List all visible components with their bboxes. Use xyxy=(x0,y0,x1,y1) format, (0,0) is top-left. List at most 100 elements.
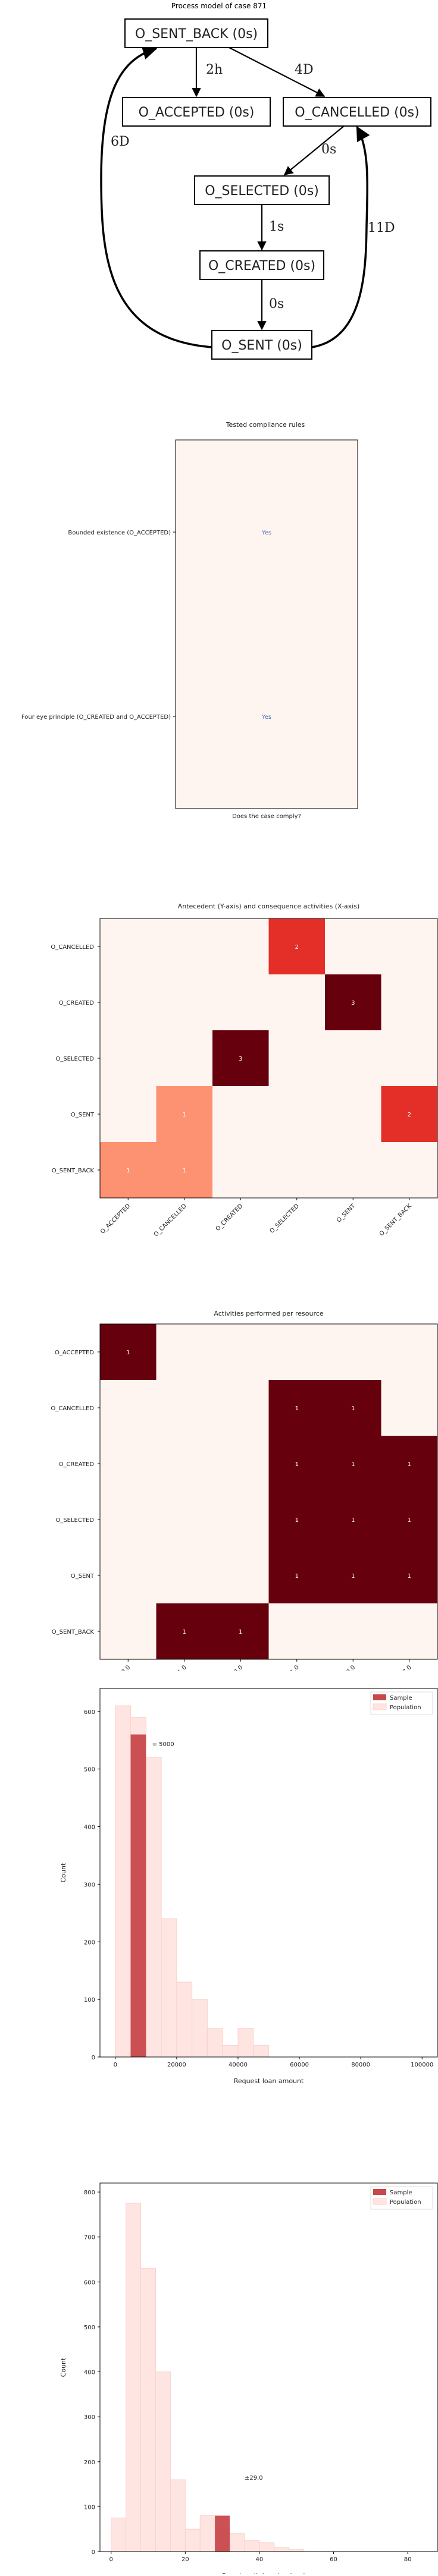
node-label-selected: O_SELECTED (0s) xyxy=(205,184,319,199)
edge-label-sentback-cancelled: 4D xyxy=(295,62,314,77)
x-tick-label: 80 xyxy=(404,2556,412,2563)
legend-label: Population xyxy=(390,2199,421,2206)
edge-label-sent-sentback: 6D xyxy=(111,134,130,149)
cell-value: 1 xyxy=(351,1405,355,1412)
population-bar xyxy=(237,2028,254,2058)
population-bar xyxy=(145,1757,162,2058)
heatmap-cell xyxy=(156,1324,213,1380)
x-tick-label: O_SENT_BACK xyxy=(378,1203,413,1237)
heatmap-cell xyxy=(100,1492,157,1548)
x-tick-label: O_SELECTED xyxy=(268,1203,301,1235)
x-tick-label: 40 xyxy=(256,2556,264,2563)
edge-cancelled-selected xyxy=(283,125,345,175)
heatmap-cell xyxy=(268,1324,326,1380)
heatmap-cell xyxy=(212,1030,269,1087)
y-tick-label: O_CANCELLED xyxy=(51,1405,94,1412)
node-sent xyxy=(211,330,312,360)
x-tick-label: O_SENT xyxy=(336,1203,357,1224)
heatmap-cell xyxy=(176,440,358,624)
heatmap-cell xyxy=(156,1436,213,1492)
y-tick-label: 200 xyxy=(84,1939,95,1946)
y-tick-label: O_SELECTED xyxy=(55,1056,94,1062)
x-axis-label: Does the case comply? xyxy=(232,813,301,820)
y-tick-label: O_SENT_BACK xyxy=(52,1168,95,1174)
x-tick-label: 10971.0 xyxy=(166,1664,188,1671)
cell-value: 1 xyxy=(295,1517,299,1524)
chart-title: Activities performed per resource xyxy=(214,1310,323,1317)
heatmap-cell xyxy=(212,1492,269,1548)
y-tick-label: O_SELECTED xyxy=(55,1517,94,1524)
cell-value: 1 xyxy=(183,1629,186,1635)
population-bar xyxy=(184,2528,201,2552)
heatmap-cell xyxy=(381,1548,438,1604)
heatmap-cell xyxy=(268,1603,326,1660)
heatmap-cell xyxy=(156,1603,213,1660)
plot-frame xyxy=(99,1688,438,2058)
population-bar xyxy=(115,1705,132,2058)
heatmap-cell xyxy=(100,1086,157,1143)
legend-swatch xyxy=(373,1694,386,1700)
plot-frame xyxy=(99,2182,438,2552)
heatmap-cell xyxy=(325,1086,381,1143)
y-tick-label: 500 xyxy=(84,1767,95,1773)
x-tick-label: 0 xyxy=(114,2062,117,2068)
y-tick-label: 600 xyxy=(84,1709,95,1716)
population-bar xyxy=(253,2045,269,2058)
heatmap-cell xyxy=(268,1030,326,1087)
antecedent-heatmap: Antecedent (Y-axis) and consequence acti… xyxy=(51,902,438,1238)
x-tick-label: 40000 xyxy=(229,2062,248,2068)
x-tick-label: O_ACCEPTED xyxy=(99,1203,132,1235)
heatmap-cell xyxy=(381,1324,438,1380)
cell-value: 1 xyxy=(183,1112,186,1118)
cell-value: 1 xyxy=(351,1573,355,1580)
resource-heatmap: Activities performed per resource 1 O_ACCE… xyxy=(51,1310,438,1686)
heatmap-cell xyxy=(381,1603,438,1660)
sample-bar xyxy=(130,1734,146,2057)
heatmap-cell xyxy=(100,1380,157,1436)
heatmap-cell xyxy=(176,624,358,809)
y-tick-label: 300 xyxy=(84,1882,95,1888)
y-tick-label: O_CREATED xyxy=(59,1000,95,1007)
heatmap-cell xyxy=(156,1492,213,1548)
heatmap-cell xyxy=(212,1380,269,1436)
heatmap-cell xyxy=(212,1548,269,1604)
heatmap-cell xyxy=(156,1548,213,1604)
y-tick-label: 400 xyxy=(84,1825,95,1831)
cell-value: 2 xyxy=(408,1112,411,1118)
cell-value: 2 xyxy=(295,944,299,951)
antecedent-panel: Antecedent (Y-axis) and consequence acti… xyxy=(0,886,438,1314)
heatmap-cell xyxy=(156,1380,213,1436)
heatmap-cell xyxy=(325,1603,381,1660)
heatmap-cell xyxy=(268,919,326,975)
sample-bar xyxy=(215,2515,230,2552)
heatmap-cell xyxy=(156,1086,213,1143)
population-bar xyxy=(176,1981,193,2058)
y-axis-label: Count xyxy=(60,1863,67,1882)
heatmap-cell xyxy=(325,919,381,975)
population-bar xyxy=(229,2533,245,2552)
x-tick-label: O_CREATED xyxy=(215,1203,245,1232)
y-tick-label: 200 xyxy=(84,2459,95,2466)
heatmap-cell xyxy=(325,1436,381,1492)
population-bar xyxy=(289,2549,305,2552)
node-label-created: O_CREATED (0s) xyxy=(208,259,315,273)
node-created xyxy=(199,250,324,280)
edge-sent-sentback xyxy=(100,45,212,348)
cell-value: 1 xyxy=(126,1350,130,1356)
heatmap-cell xyxy=(268,1492,326,1548)
edge-sentback-cancelled xyxy=(229,47,326,97)
heatmap-cell xyxy=(100,1030,157,1087)
heatmap-cell xyxy=(381,1380,438,1436)
population-bar xyxy=(192,1999,208,2058)
y-tick-label: 100 xyxy=(84,1997,95,2003)
resource-panel: Activities performed per resource 1 O_ACCE… xyxy=(0,1290,438,1686)
node-sentback xyxy=(124,18,268,48)
x-tick-label: 0 xyxy=(110,2556,113,2563)
cell-value: 1 xyxy=(408,1461,411,1468)
heatmap-cell xyxy=(100,1548,157,1604)
heatmap-cell xyxy=(325,1492,381,1548)
heatmap-cell xyxy=(156,919,213,975)
x-tick-label: 20000 xyxy=(167,2062,186,2068)
population-bar xyxy=(155,2371,171,2552)
x-tick-label: 20 xyxy=(182,2556,189,2563)
